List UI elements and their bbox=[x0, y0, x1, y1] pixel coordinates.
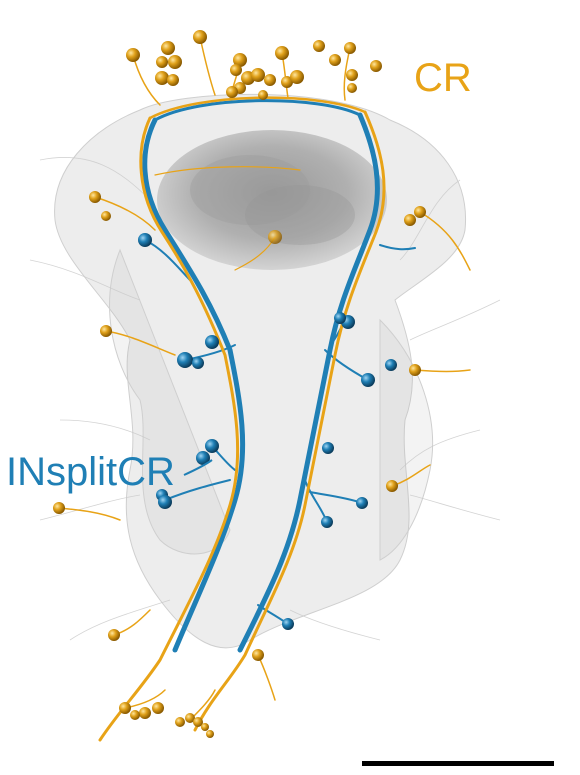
insplitcr-leader bbox=[183, 459, 213, 476]
insplitcr-somata bbox=[138, 233, 397, 630]
neuropil-core bbox=[157, 130, 387, 270]
scale-bar bbox=[362, 761, 554, 766]
background-processes bbox=[29, 157, 501, 641]
cr-label: CR bbox=[414, 56, 472, 100]
cr-somata bbox=[53, 30, 426, 738]
insplitcr-label: INsplitCR bbox=[6, 450, 175, 494]
